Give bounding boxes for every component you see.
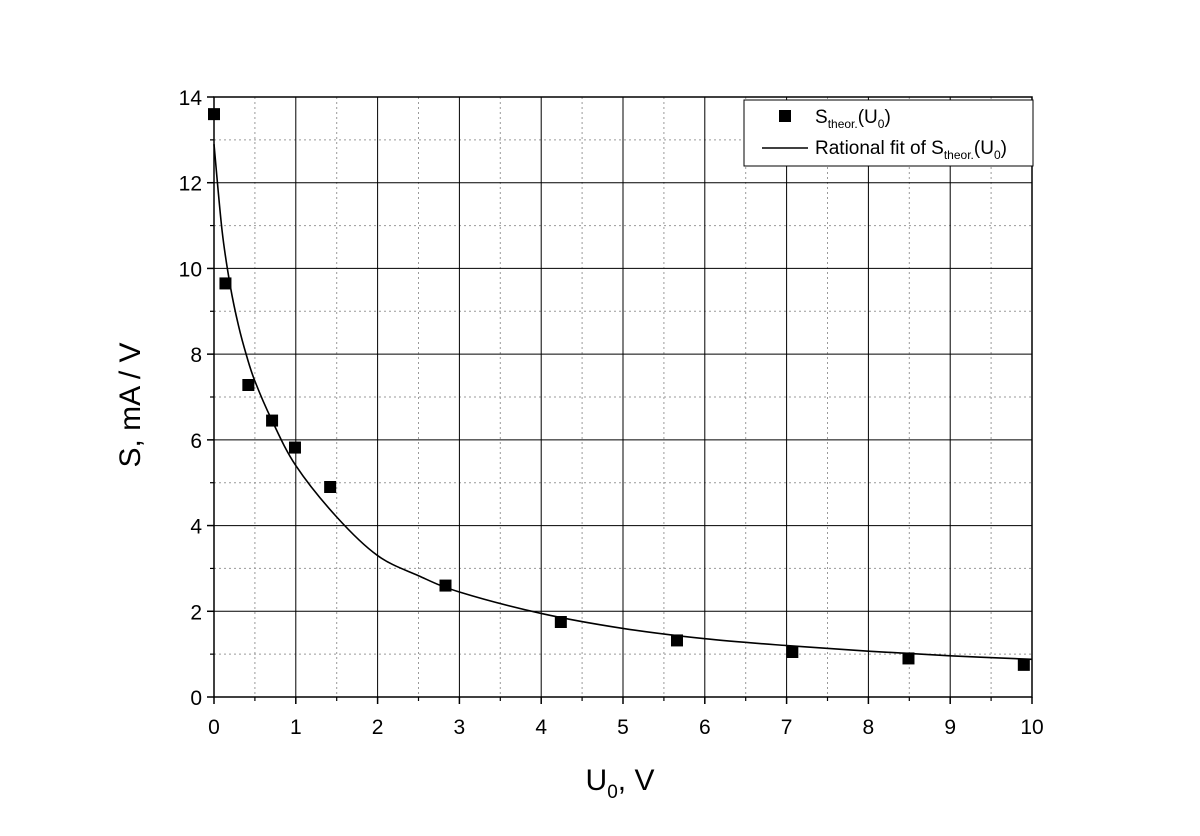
data-point	[324, 481, 337, 493]
x-tick-label: 6	[699, 716, 711, 739]
data-point	[670, 634, 683, 647]
data-points-layer	[208, 108, 1030, 671]
x-tick-label: 7	[781, 716, 793, 739]
x-tick-label: 10	[1020, 716, 1043, 739]
fit-curve	[213, 144, 1033, 661]
data-point	[266, 414, 279, 427]
grid	[214, 97, 1032, 697]
x-tick-label: 1	[290, 716, 302, 739]
x-tick-label: 9	[944, 716, 956, 739]
x-tick-label: 4	[535, 716, 547, 739]
data-point	[554, 616, 567, 628]
data-point	[288, 441, 301, 454]
y-tick-label: 8	[190, 344, 202, 367]
x-tick-label: 2	[372, 716, 384, 739]
y-tick-label: 4	[190, 516, 202, 539]
data-point	[786, 646, 799, 658]
y-axis-title: S, mA / V	[114, 342, 147, 467]
x-axis-title: U0, V	[586, 764, 655, 803]
data-point	[242, 379, 255, 391]
legend-label-points: Stheor.(U0)	[815, 107, 891, 131]
x-tick-label: 5	[617, 716, 629, 739]
fit-curve-layer	[213, 144, 1033, 661]
data-point	[1017, 658, 1030, 671]
legend-marker-square	[779, 110, 791, 122]
y-tick-label: 14	[179, 87, 203, 110]
legend: Stheor.(U0) Rational fit of Stheor.(U0)	[743, 99, 1034, 167]
x-tick-label: 0	[208, 716, 220, 739]
axis-ticks	[207, 96, 1033, 704]
y-tick-label: 0	[190, 687, 202, 710]
x-tick-label: 3	[454, 716, 466, 739]
data-point	[439, 579, 452, 592]
legend-box	[743, 99, 1034, 167]
y-tick-label: 10	[179, 258, 202, 281]
y-tick-label: 6	[190, 430, 202, 453]
x-tick-label: 8	[863, 716, 875, 739]
data-point	[902, 652, 915, 665]
y-tick-label: 12	[179, 173, 202, 196]
y-tick-label: 2	[190, 601, 202, 624]
legend-label-fit: Rational fit of Stheor.(U0)	[815, 138, 1007, 162]
data-point	[219, 277, 232, 290]
